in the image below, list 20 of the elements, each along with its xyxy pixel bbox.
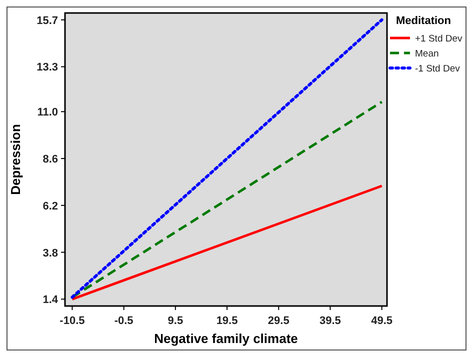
x-tick-label: 49.5 bbox=[371, 315, 393, 327]
y-tick-label: 6.2 bbox=[42, 200, 58, 212]
y-tick-label: 13.3 bbox=[36, 62, 58, 74]
legend-label: -1 Std Dev bbox=[415, 64, 460, 74]
legend-title: Meditation bbox=[396, 15, 452, 27]
legend-label: Mean bbox=[415, 48, 439, 60]
x-axis-title: Negative family climate bbox=[154, 331, 298, 346]
x-tick-label: 29.5 bbox=[268, 315, 290, 327]
y-tick-label: 8.6 bbox=[42, 154, 58, 166]
y-axis-title: Depression bbox=[8, 124, 23, 195]
y-tick-label: 3.8 bbox=[42, 247, 58, 260]
legend-label: +1 Std Dev bbox=[415, 34, 463, 44]
x-tick-label: 9.5 bbox=[168, 315, 184, 327]
y-tick-label: 11.0 bbox=[37, 106, 58, 119]
x-tick-label: 19.5 bbox=[216, 315, 238, 327]
y-tick-label: 15.7 bbox=[36, 14, 58, 27]
x-tick-label: 39.5 bbox=[320, 315, 341, 327]
x-tick-label: -0.5 bbox=[114, 315, 134, 327]
x-tick-label: -10.5 bbox=[60, 315, 85, 327]
y-tick-label: 1.4 bbox=[42, 294, 59, 306]
